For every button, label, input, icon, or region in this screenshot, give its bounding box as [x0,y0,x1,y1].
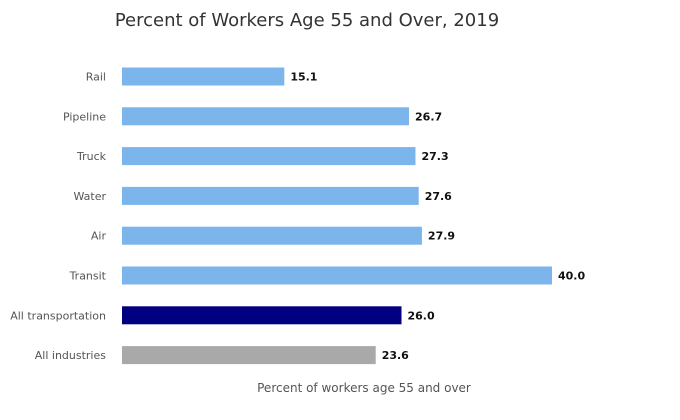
value-label-all-industries: 23.6 [382,349,409,362]
bar-all-transportation [122,306,402,325]
bars-group [122,67,552,365]
category-label-all-industries: All industries [35,349,107,362]
value-label-all-transportation: 26.0 [408,309,435,322]
category-label-transit: Transit [69,270,107,283]
category-labels-group: Rail Pipeline Truck Water Air Transit All tran… [10,71,106,363]
bar-all-industries [122,346,376,365]
value-label-rail: 15.1 [290,71,317,84]
value-label-air: 27.9 [428,230,455,243]
category-label-all-transportation: All transportation [10,309,106,322]
value-labels-group: 15.1 26.7 27.3 27.6 27.9 40.0 26.0 23.6 [290,71,585,363]
category-label-truck: Truck [76,150,107,163]
value-label-truck: 27.3 [421,150,448,163]
bar-rail [122,67,285,86]
chart-title: Percent of Workers Age 55 and Over, 2019 [115,10,499,31]
x-axis-label: Percent of workers age 55 and over [257,381,471,395]
category-label-rail: Rail [86,71,106,84]
category-label-water: Water [73,190,106,203]
value-label-water: 27.6 [425,190,452,203]
bar-transit [122,266,552,285]
bar-air [122,226,422,245]
category-label-air: Air [91,230,107,243]
bar-water [122,186,419,205]
category-label-pipeline: Pipeline [63,110,106,123]
bar-truck [122,147,416,166]
value-label-pipeline: 26.7 [415,110,442,123]
value-label-transit: 40.0 [558,270,585,283]
bar-pipeline [122,107,410,126]
